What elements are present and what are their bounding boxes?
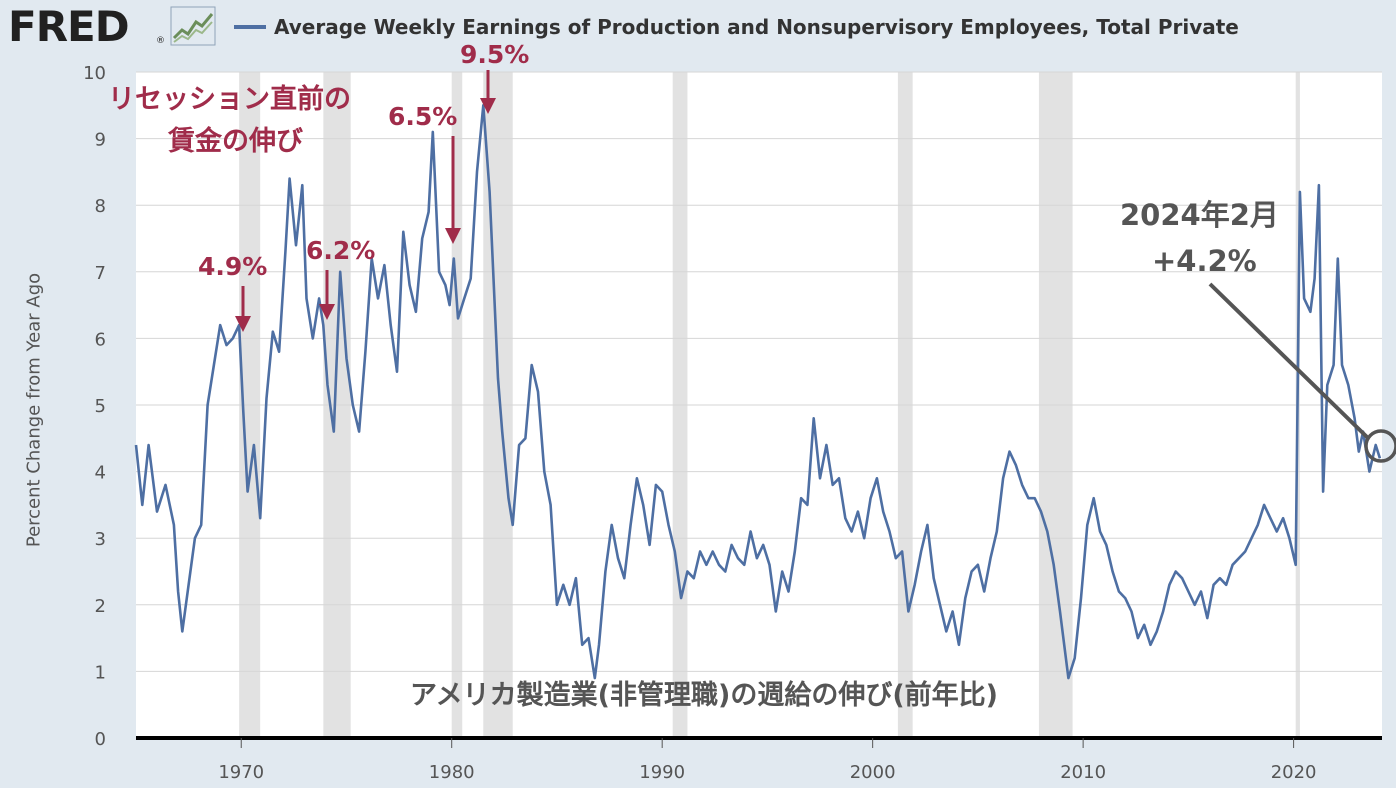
arrow-peak-1973 [319,270,335,320]
y-tick-label: 5 [95,396,106,417]
annotation-peak-1979: 6.5% [388,102,458,131]
x-tick-label: 1980 [429,762,475,783]
series-line [134,104,1382,680]
x-tick-label: 2000 [850,762,896,783]
annotation-title-line1: リセッション直前の [108,84,351,115]
arrow-peak-1981 [480,70,496,114]
annotation-peak-1973: 6.2% [306,236,376,265]
y-tick-label: 9 [95,130,106,151]
x-tick-label: 2020 [1271,762,1317,783]
annotation-peak-1981: 9.5% [460,40,530,69]
arrow-peak-1979 [445,136,461,244]
y-tick-label: 2 [95,596,106,617]
annotation-latest-date: 2024年2月 [1120,198,1279,232]
registered-mark: ® [156,36,165,46]
x-tick-label: 1970 [218,762,264,783]
x-tick-label: 2010 [1060,762,1106,783]
fred-logo[interactable]: FRED [8,2,130,51]
chart-header: FRED ® Average Weekly Earnings of Produc… [0,0,1396,58]
y-tick-label: 1 [95,662,106,683]
y-tick-label: 10 [83,63,106,84]
y-tick-label: 0 [95,729,106,750]
annotation-title-line2: 賃金の伸び [168,126,303,157]
legend-swatch [234,25,266,29]
y-tick-label: 3 [95,529,106,550]
pointer-latest [1208,282,1396,463]
x-tick-label: 1990 [639,762,685,783]
line-graph-icon [170,6,216,46]
chart-legend[interactable]: Average Weekly Earnings of Production an… [234,14,1239,40]
y-tick-label: 6 [95,329,106,350]
annotation-peak-1970: 4.9% [198,252,268,281]
annotation-footer-caption: アメリカ製造業(非管理職)の週給の伸び(前年比) [410,680,999,711]
annotation-latest-value: +4.2% [1152,244,1257,278]
legend-label: Average Weekly Earnings of Production an… [274,15,1239,39]
y-tick-label: 7 [95,263,106,284]
y-axis-label: Percent Change from Year Ago [23,272,45,548]
y-tick-label: 8 [95,196,106,217]
y-tick-label: 4 [95,463,106,484]
arrow-peak-1970 [235,286,251,332]
